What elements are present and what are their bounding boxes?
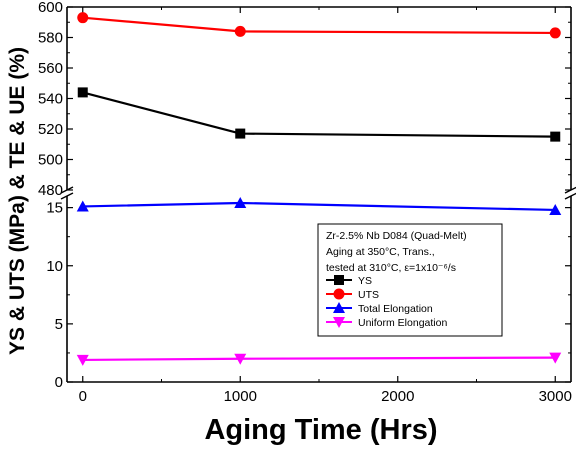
data-point xyxy=(77,87,88,98)
legend: YS UTS Total Elongation Uniform Elongation xyxy=(326,275,447,329)
series-line xyxy=(82,91,556,138)
annotation-line-1: Zr-2.5% Nb D084 (Quad-Melt) xyxy=(326,230,467,242)
series-line xyxy=(82,201,556,212)
data-point xyxy=(235,128,246,139)
legend-entry: YS xyxy=(326,275,372,287)
x-tick-label: 2000 xyxy=(381,388,414,405)
legend-label: Total Elongation xyxy=(358,303,433,315)
legend-label: UTS xyxy=(358,289,379,301)
data-point xyxy=(234,353,247,365)
legend-entry: Uniform Elongation xyxy=(326,317,447,329)
series-uniform-elongation xyxy=(76,352,562,366)
axis-break-right-bottom xyxy=(564,192,576,200)
data-point xyxy=(549,203,562,215)
data-point xyxy=(549,352,562,364)
legend-label: YS xyxy=(358,275,372,287)
x-axis-label: Aging Time (Hrs) xyxy=(204,414,437,446)
data-point xyxy=(549,27,561,39)
x-tick-label: 0 xyxy=(79,388,87,405)
data-point xyxy=(76,354,89,366)
y-tick-label-upper: 480 xyxy=(38,182,63,199)
axes: 480 500 520 540 560 580 600 0 5 10 15 0 1000 2000 3000 xyxy=(38,0,576,405)
x-tick-label: 1000 xyxy=(224,388,257,405)
axis-break-left-bottom xyxy=(60,192,74,200)
y-tick-label-lower: 5 xyxy=(55,316,63,333)
annotation-box: Zr-2.5% Nb D084 (Quad-Melt) Aging at 350… xyxy=(317,223,503,337)
series-line xyxy=(82,16,556,35)
legend-marker xyxy=(333,317,345,328)
legend-marker xyxy=(333,302,345,313)
x-tick-label: 3000 xyxy=(539,388,572,405)
y-tick-label-lower: 10 xyxy=(46,258,63,275)
data-point xyxy=(550,131,561,142)
series-layer xyxy=(76,12,562,366)
series-uts xyxy=(77,12,561,39)
y-tick-label-upper: 580 xyxy=(38,30,63,47)
y-tick-label-upper: 540 xyxy=(38,91,63,108)
data-point xyxy=(234,196,247,208)
legend-marker xyxy=(333,288,345,300)
y-tick-label-upper: 600 xyxy=(38,0,63,16)
legend-entry: Total Elongation xyxy=(326,302,433,315)
data-point xyxy=(76,200,89,212)
y-axis-label: YS & UTS (MPa) & TE & UE (%) xyxy=(6,47,29,355)
legend-marker xyxy=(334,275,344,285)
legend-entry: UTS xyxy=(326,288,379,301)
series-line xyxy=(82,356,556,362)
y-tick-label-lower: 15 xyxy=(46,200,63,217)
series-total-elongation xyxy=(76,196,562,215)
y-tick-label-upper: 500 xyxy=(38,152,63,169)
legend-label: Uniform Elongation xyxy=(358,317,447,329)
data-point xyxy=(234,25,246,37)
annotation-line-2: Aging at 350°C, Trans., xyxy=(326,246,435,258)
y-tick-label-upper: 520 xyxy=(38,121,63,138)
data-point xyxy=(77,12,89,24)
y-tick-label-upper: 560 xyxy=(38,60,63,77)
y-tick-label-lower: 0 xyxy=(55,374,63,391)
series-ys xyxy=(77,87,561,142)
annotation-line-3: tested at 310°C, ε=1x10⁻⁶/s xyxy=(326,262,456,274)
